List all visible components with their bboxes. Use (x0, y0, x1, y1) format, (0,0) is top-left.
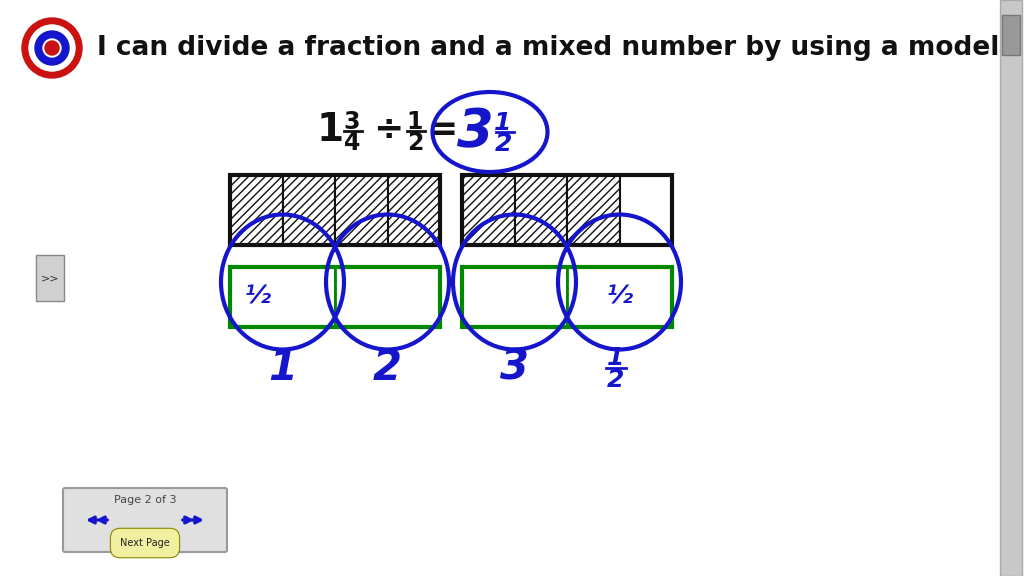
Text: ÷: ÷ (373, 113, 403, 147)
Text: 2: 2 (373, 347, 402, 389)
Bar (1002, 15, 1020, 55)
Text: 2: 2 (495, 132, 512, 156)
Bar (462, 267, 672, 327)
Bar (1000, 0, 1022, 576)
Bar (335, 267, 440, 327)
Circle shape (45, 41, 59, 55)
Text: 3: 3 (344, 110, 360, 134)
Text: >>: >> (41, 273, 59, 283)
Text: 4: 4 (344, 131, 360, 155)
Text: ½: ½ (606, 285, 633, 309)
Bar (283, 175, 335, 245)
Text: 3: 3 (500, 347, 529, 389)
Text: 2: 2 (607, 368, 625, 392)
Text: ½: ½ (245, 285, 271, 309)
Bar (567, 175, 620, 245)
Text: 1: 1 (495, 111, 512, 135)
Circle shape (35, 31, 69, 65)
Bar (335, 175, 387, 245)
Bar (230, 267, 335, 327)
Text: 1: 1 (268, 347, 297, 389)
Bar (620, 175, 672, 245)
Circle shape (29, 25, 75, 71)
Bar (230, 175, 440, 245)
Bar (462, 175, 672, 245)
Bar (387, 175, 440, 245)
Bar (462, 175, 514, 245)
Text: 2: 2 (407, 131, 423, 155)
Text: 1: 1 (407, 110, 423, 134)
Circle shape (43, 39, 61, 57)
Circle shape (22, 18, 82, 78)
Text: 1: 1 (607, 346, 625, 370)
Text: I can divide a fraction and a mixed number by using a model: I can divide a fraction and a mixed numb… (97, 35, 999, 61)
Bar (36, 255, 63, 301)
Bar (514, 175, 567, 245)
Bar (230, 267, 440, 327)
Text: 1: 1 (316, 111, 344, 149)
Text: Page 2 of 3: Page 2 of 3 (114, 495, 176, 505)
Text: =: = (427, 113, 457, 147)
Bar (462, 267, 567, 327)
Bar (567, 267, 672, 327)
Text: 3: 3 (457, 106, 494, 158)
Bar (230, 175, 283, 245)
FancyBboxPatch shape (63, 488, 227, 552)
Text: Next Page: Next Page (120, 538, 170, 548)
